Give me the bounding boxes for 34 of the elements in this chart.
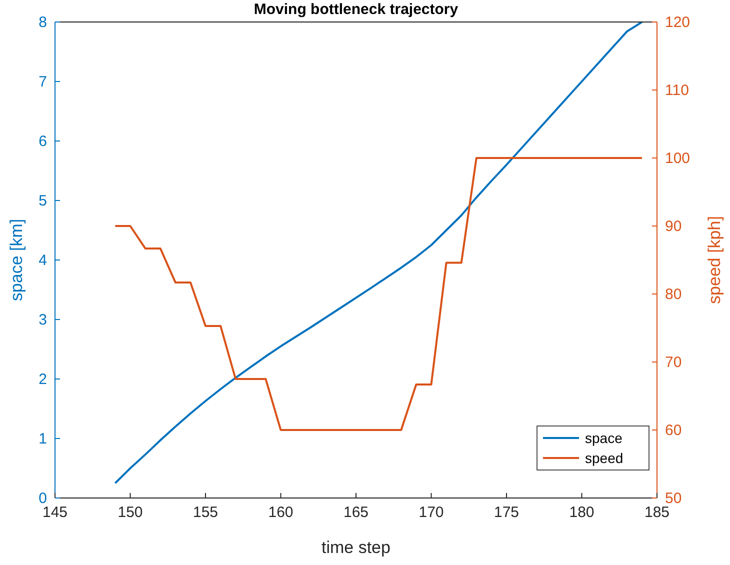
x-tick-label: 150 xyxy=(118,504,143,521)
x-tick-label: 170 xyxy=(418,504,444,521)
y-tick-label: 3 xyxy=(38,312,47,328)
y2-tick-label: 100 xyxy=(665,150,690,167)
x-tick-label: 155 xyxy=(192,504,218,521)
y-tick-label: 0 xyxy=(38,490,47,507)
y-tick-label: 5 xyxy=(38,192,47,210)
x-tick-label: 180 xyxy=(569,504,594,521)
y2-tick-label: 50 xyxy=(665,490,682,507)
chart-title: Moving bottleneck trajectory xyxy=(254,1,459,18)
y-tick-label: 2 xyxy=(38,371,47,388)
y2-axis-title: speed [kph] xyxy=(705,216,724,304)
x-tick-label: 185 xyxy=(644,504,670,521)
y-axis-title: space [km] xyxy=(7,218,26,302)
x-tick-label: 160 xyxy=(268,504,294,521)
y2-tick-label: 80 xyxy=(665,286,682,303)
y-tick-label: 6 xyxy=(38,133,47,150)
y-tick-label: 4 xyxy=(38,252,47,269)
x-axis-title: time step xyxy=(322,538,390,557)
legend-label: space xyxy=(585,430,623,446)
line-series xyxy=(114,21,643,484)
legend-label: speed xyxy=(585,450,624,466)
line-series xyxy=(114,157,643,431)
y2-tick-label: 70 xyxy=(665,354,682,371)
y2-tick-label: 120 xyxy=(665,14,690,31)
y-tick-label: 7 xyxy=(38,74,47,90)
y2-tick-label: 90 xyxy=(665,218,682,235)
x-tick-label: 175 xyxy=(494,504,520,521)
y2-tick-label: 110 xyxy=(665,82,689,99)
x-tick-label: 145 xyxy=(42,504,68,521)
y-tick-label: 1 xyxy=(38,430,47,448)
y-tick-label: 8 xyxy=(38,14,47,31)
y2-tick-label: 60 xyxy=(665,422,682,439)
x-tick-label: 165 xyxy=(343,504,369,521)
